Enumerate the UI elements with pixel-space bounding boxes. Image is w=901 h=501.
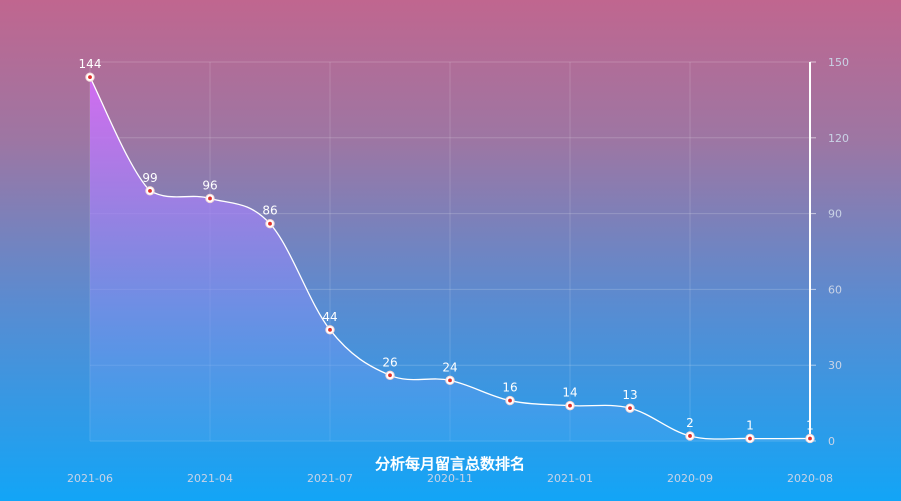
y-axis: 0 30 60 90 120 150 [809,56,849,448]
data-point-center [208,196,212,201]
data-label: 44 [322,310,337,324]
y-tick-label: 0 [828,435,835,448]
data-point-center [748,436,752,441]
data-point-center [388,373,392,378]
x-tick-label: 2020-09 [667,472,713,485]
data-label: 1 [806,418,814,432]
data-label: 26 [382,355,397,369]
area-fill [90,77,810,441]
x-tick-label: 2020-11 [427,472,473,485]
x-tick-label: 2021-01 [547,472,593,485]
data-label: 14 [562,386,577,400]
data-label: 99 [142,171,157,185]
data-point-center [688,434,692,438]
data-point-center [148,188,152,193]
y-tick-label: 150 [828,56,849,69]
x-tick-label: 2020-08 [787,472,833,485]
data-markers [85,72,815,444]
data-label: 24 [442,360,457,374]
data-label: 86 [262,204,277,218]
y-tick-label: 90 [828,208,842,221]
data-point-center [448,378,452,383]
data-label: 96 [202,178,217,192]
chart-title: 分析每月留言总数排名 [375,455,525,473]
data-point-center [268,221,272,226]
x-tick-label: 2021-04 [187,472,233,485]
y-tick-label: 60 [828,283,842,296]
data-label: 13 [622,388,637,402]
data-point-center [628,406,632,411]
data-labels: 144 99 96 86 44 26 24 16 14 13 2 1 1 [79,57,814,432]
x-axis: 2021-06 2021-04 2021-07 2020-11 2021-01 2020-… [67,472,833,485]
area-series [89,76,811,441]
x-tick-label: 2021-06 [67,472,113,485]
data-label: 144 [79,57,102,71]
series-line [89,76,811,440]
data-label: 2 [686,416,694,430]
data-point-center [508,398,512,403]
x-tick-label: 2021-07 [307,472,353,485]
data-point-center [328,327,332,332]
data-point-center [808,436,812,441]
data-label: 16 [502,381,517,395]
y-tick-label: 120 [828,132,849,145]
data-point-center [88,75,92,80]
data-label: 1 [746,418,754,432]
data-point-center [568,403,572,408]
y-tick-label: 30 [828,359,842,372]
